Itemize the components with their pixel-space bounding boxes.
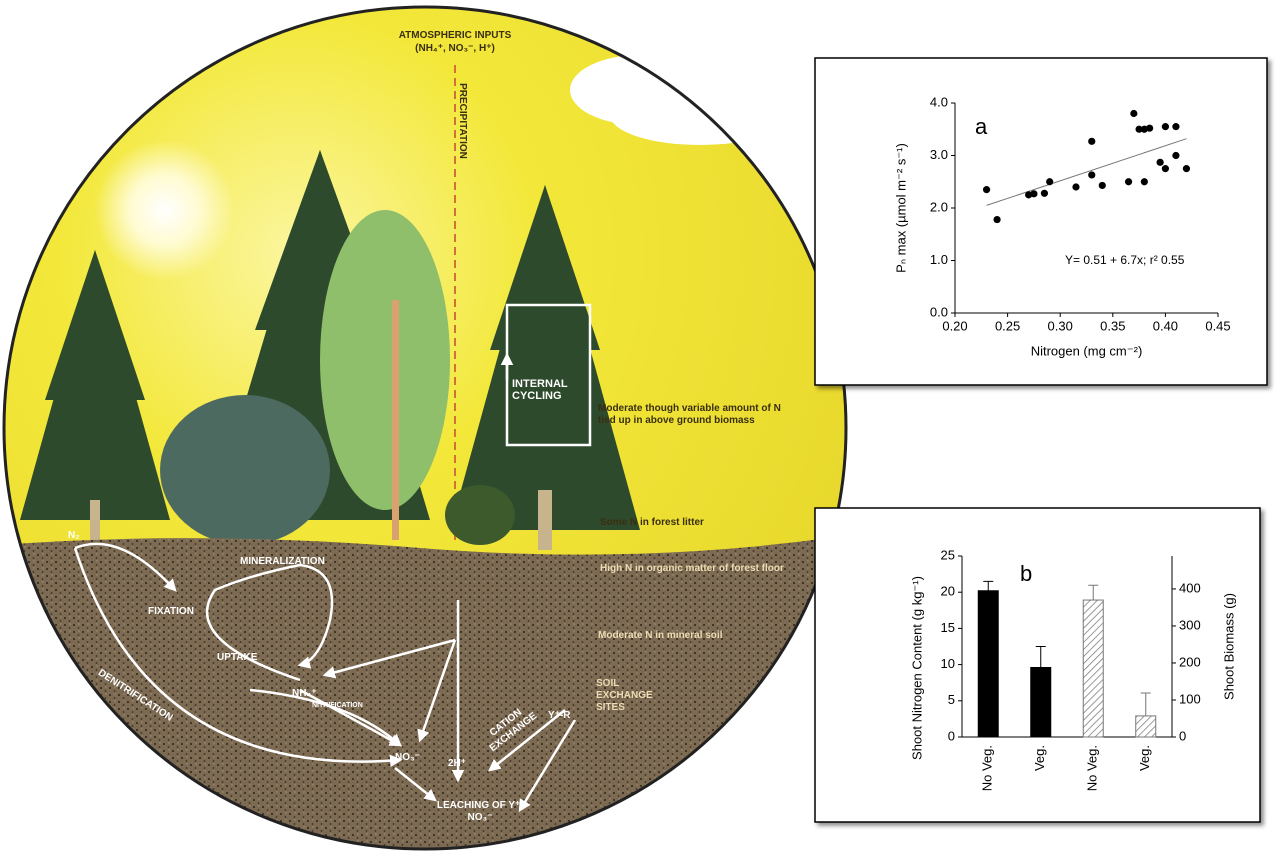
point — [1161, 123, 1169, 131]
diagram-label: INTERNAL CYCLING — [512, 378, 568, 402]
y-tick-label: 15 — [941, 620, 955, 635]
x-tick-label: 0.45 — [1205, 318, 1230, 333]
bar — [977, 590, 999, 738]
diagram-label: PRECIPITATION — [457, 83, 468, 159]
diagram-label: UPTAKE — [217, 652, 258, 663]
diagram-label: Some N in forest litter — [600, 517, 704, 528]
chart-a-frame — [814, 57, 1268, 386]
y-tick-label: 25 — [941, 547, 955, 562]
diagram-label: Moderate though variable amount of N tie… — [598, 403, 781, 426]
diagram-label: SOIL EXCHANGE SITES — [596, 678, 653, 713]
y-tick-label: 5 — [948, 692, 955, 707]
y-tick-label: 20 — [941, 584, 955, 599]
point — [993, 215, 1001, 224]
bar — [1135, 715, 1157, 738]
point — [1130, 109, 1138, 118]
equation: Y= 0.51 + 6.7x; r² 0.55 — [1065, 253, 1185, 267]
y-tick-label: 4.0 — [930, 94, 948, 109]
y2-tick-label: 300 — [1179, 617, 1201, 632]
y2-axis-label: Shoot Biomass (g) — [1221, 593, 1236, 700]
x-tick-label: Veg. — [1032, 745, 1047, 771]
panel-letter: a — [975, 114, 988, 139]
point — [1140, 178, 1148, 186]
point — [1172, 151, 1180, 160]
point — [1030, 190, 1038, 198]
x-tick-label: 0.35 — [1100, 318, 1125, 333]
point — [1172, 123, 1180, 131]
y2-tick-label: 400 — [1179, 580, 1201, 595]
point — [1088, 171, 1096, 179]
point — [1146, 124, 1154, 132]
point — [982, 186, 991, 194]
y2-tick-label: 200 — [1179, 654, 1201, 669]
y-axis-label: Pₙ max (µmol m⁻² s⁻¹) — [893, 143, 908, 273]
point — [1135, 125, 1143, 133]
diagram-label: FIXATION — [148, 606, 194, 617]
diagram-label: NH₄⁺ — [292, 688, 317, 699]
point — [1046, 178, 1054, 186]
error-bar — [983, 580, 994, 591]
diagram-label: 2H⁺ — [448, 758, 467, 769]
diagram-label: ATMOSPHERIC INPUTS — [398, 30, 512, 41]
chart-b-frame — [814, 507, 1261, 823]
point — [1161, 165, 1169, 173]
x-tick-label: No Veg. — [1085, 745, 1100, 791]
diagram-label: LEACHING OF Y⁺, NO₃⁻ — [436, 800, 524, 823]
bar — [1082, 599, 1104, 738]
arrows — [73, 352, 577, 813]
point — [1098, 181, 1106, 190]
point — [1182, 165, 1191, 173]
error-bar — [1140, 692, 1151, 716]
error-bar — [1035, 646, 1046, 668]
bar — [1030, 666, 1052, 738]
y2-tick-label: 0 — [1179, 728, 1186, 743]
diagram-label: NO₃⁻ — [395, 752, 420, 763]
point — [1156, 158, 1164, 166]
x-tick-label: 0.30 — [1048, 318, 1073, 333]
diagram-label: Y⁺-R — [548, 710, 571, 721]
x-tick-label: Veg. — [1137, 745, 1152, 771]
diagram-label: NITRIFICATION — [312, 702, 363, 709]
diagram-label: N₂ — [68, 530, 80, 541]
y-axis-label: Shoot Nitrogen Content (g kg⁻¹) — [909, 576, 924, 760]
diagram-label: (NH₄⁺, NO₃⁻, H⁺) — [415, 43, 495, 54]
y-tick-label: 1.0 — [930, 252, 948, 267]
point — [1040, 189, 1049, 197]
diagram-label: MINERALIZATION — [240, 556, 325, 567]
trendline — [986, 138, 1187, 206]
point — [1088, 137, 1096, 145]
diagram-label: High N in organic matter of forest floor — [600, 563, 784, 574]
point — [1124, 178, 1133, 186]
y-tick-label: 3.0 — [930, 147, 948, 162]
diagram-label: Moderate N in mineral soil — [598, 630, 723, 641]
x-tick-label: 0.20 — [942, 318, 967, 333]
point — [1072, 183, 1080, 191]
x-tick-label: 0.25 — [995, 318, 1020, 333]
y-tick-label: 0.0 — [930, 304, 948, 319]
x-tick-label: No Veg. — [980, 745, 995, 791]
y-tick-label: 0 — [948, 728, 955, 743]
panel-letter: b — [1020, 561, 1032, 586]
x-tick-label: 0.40 — [1153, 318, 1178, 333]
y2-tick-label: 100 — [1179, 691, 1201, 706]
error-bar — [1088, 584, 1099, 601]
y-tick-label: 2.0 — [930, 199, 948, 214]
y-tick-label: 10 — [941, 656, 955, 671]
x-axis-label: Nitrogen (mg cm⁻²) — [1031, 343, 1143, 358]
